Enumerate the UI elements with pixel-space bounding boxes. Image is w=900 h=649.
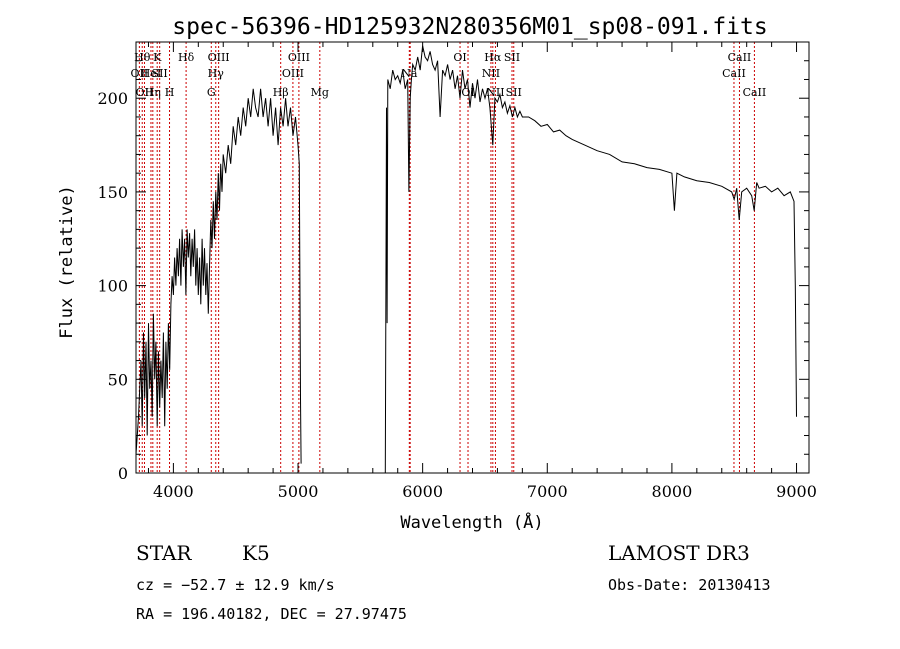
x-tick-label-6000: 6000	[402, 482, 443, 501]
chart-title: spec-56396-HD125932N280356M01_sp08-091.f…	[172, 14, 767, 40]
y-tick-label-0: 0	[118, 464, 128, 483]
y-tick-label-100: 100	[97, 277, 128, 296]
spectral-line-label-16: Na	[401, 67, 418, 80]
spectral-line-labels: OIIHθOIIHeIHηKSIIHHδGHγOIIIHβOIIIOIIIMgN…	[131, 51, 767, 99]
spectral-line-label-9: G	[207, 86, 216, 99]
x-axis-label: Wavelength (Å)	[400, 511, 543, 533]
spectral-line-label-18: OI	[453, 51, 466, 64]
redshift-cz: cz = −52.7 ± 12.9 km/s	[136, 576, 335, 594]
spectral-line-label-26: CaII	[728, 51, 752, 64]
spectral-line-label-4: Hη	[145, 86, 161, 99]
x-axis-ticks: 4000 5000 6000 7000 8000 9000	[147, 42, 817, 501]
flux-series	[135, 45, 797, 474]
y-axis-ticks: 0 50 100 150 200	[97, 60, 809, 483]
spectral-line-label-14: OIII	[288, 51, 310, 64]
y-axis-label: Flux (relative)	[57, 185, 77, 339]
coordinates: RA = 196.40182, DEC = 27.97475	[136, 605, 407, 623]
spectral-line-label-5: K	[153, 51, 162, 64]
y-tick-label-150: 150	[97, 183, 128, 202]
spectral-line-label-27: CaII	[743, 86, 767, 99]
spectral-line-label-21: Hα	[484, 51, 502, 64]
spectral-line-label-10: Hγ	[208, 67, 225, 80]
spectral-line-label-13: OIII	[282, 67, 304, 80]
spectral-line-label-24: SII	[506, 86, 522, 99]
spectral-line-label-25: CaII	[722, 67, 746, 80]
spectral-line-label-2: OII	[136, 86, 154, 99]
spectral-line-label-11: OIII	[208, 51, 230, 64]
x-tick-label-4000: 4000	[153, 482, 194, 501]
spectral-line-label-3: HeI	[141, 67, 161, 80]
object-class: STAR	[136, 541, 192, 565]
flux-line-segment-0	[135, 88, 302, 464]
spectral-line-label-12: Hβ	[273, 86, 289, 99]
spectral-line-label-6: SII	[152, 67, 168, 80]
y-tick-label-50: 50	[108, 370, 128, 389]
spectral-line-label-20: NII	[482, 67, 500, 80]
flux-line-segment-1	[384, 45, 797, 474]
spectral-line-label-0: OII	[131, 67, 149, 80]
observation-date: Obs-Date: 20130413	[608, 576, 771, 594]
plot-frame	[135, 41, 810, 474]
spectral-line-label-15: Mg	[311, 86, 329, 99]
x-tick-label-5000: 5000	[278, 482, 319, 501]
spectral-line-label-8: Hδ	[178, 51, 195, 64]
subclass: K5	[242, 541, 270, 565]
x-tick-label-8000: 8000	[652, 482, 693, 501]
x-tick-label-7000: 7000	[527, 482, 568, 501]
x-tick-label-9000: 9000	[776, 482, 817, 501]
spectral-line-label-23: SII	[504, 51, 520, 64]
spectral-line-markers	[138, 42, 755, 473]
y-tick-label-200: 200	[97, 89, 128, 108]
survey-name: LAMOST DR3	[608, 541, 750, 565]
spectral-line-label-7: H	[165, 86, 175, 99]
spectral-line-label-1: Hθ	[134, 51, 151, 64]
